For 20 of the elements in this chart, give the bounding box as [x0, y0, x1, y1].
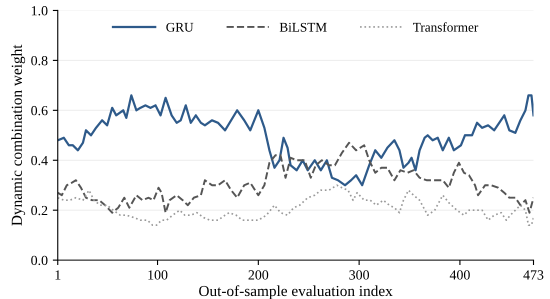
x-tick-label: 473 — [523, 270, 544, 280]
y-tick-label: 0.8 — [31, 56, 48, 66]
x-axis-title: Out-of-sample evaluation index — [199, 285, 393, 299]
legend-label: BiLSTM — [280, 22, 327, 32]
y-tick-label: 0.0 — [31, 256, 48, 266]
x-tick-label: 100 — [148, 270, 168, 280]
y-tick-label: 0.2 — [31, 206, 48, 216]
line-series — [58, 184, 534, 226]
x-tick-label: 400 — [450, 270, 470, 280]
line-series — [58, 94, 534, 186]
y-tick-label: 0.4 — [31, 156, 48, 166]
x-tick-label: 200 — [248, 270, 268, 280]
x-tick-label: 300 — [349, 270, 370, 280]
line-series — [58, 142, 534, 214]
y-tick-label: 1.0 — [32, 6, 48, 16]
legend-label: GRU — [166, 22, 194, 32]
legend-label: Transformer — [413, 22, 478, 32]
y-axis-title: Dynamic combination weight — [11, 44, 26, 226]
x-tick-label: 1 — [56, 270, 60, 280]
y-tick-label: 0.6 — [31, 106, 48, 116]
